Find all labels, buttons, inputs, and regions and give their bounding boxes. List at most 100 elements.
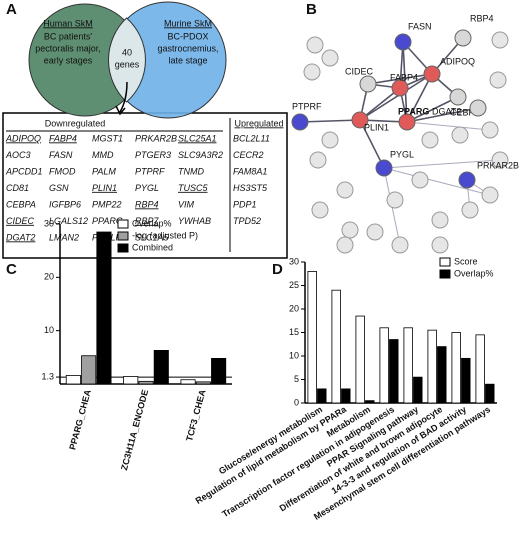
- venn-text: early stages: [44, 55, 93, 65]
- table-cell: CECR2: [233, 150, 264, 160]
- table-cell: FABP4: [49, 133, 77, 143]
- network-node: [359, 75, 377, 93]
- venn-text: BC patients': [44, 31, 93, 41]
- bar: [403, 327, 413, 404]
- panel-label: D: [272, 261, 283, 278]
- bar: [437, 346, 447, 404]
- y-tick-label: 25: [289, 280, 299, 290]
- network-node: [321, 49, 339, 67]
- table-cell: PMP22: [92, 199, 122, 209]
- network-edge: [299, 119, 361, 123]
- table-cell: CIDEC: [6, 216, 35, 226]
- bar: [413, 376, 423, 404]
- node-label: DGAT2: [432, 106, 461, 116]
- table-cell: RBP7: [135, 216, 160, 226]
- network-node: [431, 236, 449, 254]
- network-node: [321, 131, 339, 149]
- network-edge: [406, 73, 433, 123]
- bar: [317, 388, 327, 404]
- y-tick-label: 30: [289, 256, 299, 266]
- network-node: [421, 131, 439, 149]
- y-tick-label: 15: [289, 327, 299, 337]
- table-cell: FAM8A1: [233, 166, 267, 176]
- bar: [341, 388, 351, 404]
- bar: [355, 315, 365, 404]
- bar: [195, 381, 211, 385]
- node-label: PYGL: [390, 149, 414, 159]
- network-edge: [406, 121, 491, 131]
- bar: [138, 380, 154, 385]
- network-node: [469, 99, 487, 117]
- legend-swatch: [439, 269, 451, 279]
- table-cell: ADIPOQ: [5, 133, 41, 143]
- table-cell: BCL2L11: [233, 133, 270, 143]
- table-cell: DGAT2: [6, 232, 35, 242]
- venn-overlap-text: genes: [115, 59, 140, 69]
- table-cell: IGFBP6: [49, 199, 81, 209]
- network-node: [375, 159, 393, 177]
- table-cell: YWHAB: [178, 216, 211, 226]
- table-cell: MGST1: [92, 133, 123, 143]
- venn-text: gastrocnemius,: [157, 43, 218, 53]
- network-edge: [406, 107, 479, 123]
- node-label: RBP4: [470, 13, 494, 23]
- network-edge: [383, 167, 491, 196]
- node-label: PRKAR2B: [477, 160, 519, 170]
- x-tick-label: PPARG_CHEA: [67, 388, 93, 451]
- bar: [461, 357, 471, 404]
- table-cell: SLC1A5: [135, 232, 170, 242]
- network-node: [336, 181, 354, 199]
- network-node: [491, 31, 509, 49]
- network-node: [491, 151, 509, 169]
- legend-label: Score: [454, 256, 478, 266]
- network-node: [458, 171, 476, 189]
- network-node: [454, 29, 472, 47]
- y-tick-label: 0: [294, 397, 299, 407]
- node-label: PTPRF: [292, 101, 322, 111]
- table-cell: LMAN2: [49, 232, 79, 242]
- network-node: [461, 201, 479, 219]
- node-label: PLIN1: [364, 122, 389, 132]
- y-tick-label: 1.3: [41, 371, 54, 381]
- bar: [485, 383, 495, 404]
- node-label: CIDEC: [345, 66, 374, 76]
- venn-text: late stage: [168, 55, 207, 65]
- node-label: FABP4: [390, 72, 418, 82]
- network-node: [489, 71, 507, 89]
- bar: [365, 400, 375, 404]
- bar: [307, 270, 317, 404]
- network-node: [311, 201, 329, 219]
- network-node: [291, 113, 309, 131]
- table-cell: TNMD: [178, 166, 204, 176]
- bar: [475, 334, 485, 404]
- table-cell: PYGL: [135, 183, 159, 193]
- network-edge: [383, 159, 501, 169]
- bar: [180, 379, 196, 385]
- network-edge: [406, 96, 459, 123]
- table-cell: AOC3: [5, 150, 31, 160]
- arrow: [119, 81, 128, 113]
- table-cell: PLIN1: [92, 183, 117, 193]
- network-node: [391, 236, 409, 254]
- bar: [451, 332, 461, 404]
- table-cell: PTPRF: [135, 166, 165, 176]
- panel-label: A: [6, 1, 17, 18]
- table-cell: FMOD: [49, 166, 76, 176]
- node-label: CEBPA: [450, 107, 480, 117]
- legend-swatch: [117, 219, 129, 229]
- node-label: PPARG: [398, 106, 429, 116]
- network: FASN RBP4 CIDEC ADIPOQ FABP4 CEBPA PTPRF PLIN1 P…: [291, 13, 519, 254]
- network-edge: [359, 73, 433, 121]
- legend-label: -log (adjusted P): [132, 230, 198, 240]
- venn-overlap: [108, 17, 146, 103]
- table-cell: CEBPA: [6, 199, 36, 209]
- arrowhead: [115, 105, 126, 116]
- table-cell: MMD: [92, 150, 114, 160]
- network-node: [336, 236, 354, 254]
- venn-text: BC-PDOX: [167, 31, 208, 41]
- network-node: [423, 65, 441, 83]
- network-node: [398, 113, 416, 131]
- bar: [65, 375, 81, 385]
- table-cell: PPARG: [92, 216, 123, 226]
